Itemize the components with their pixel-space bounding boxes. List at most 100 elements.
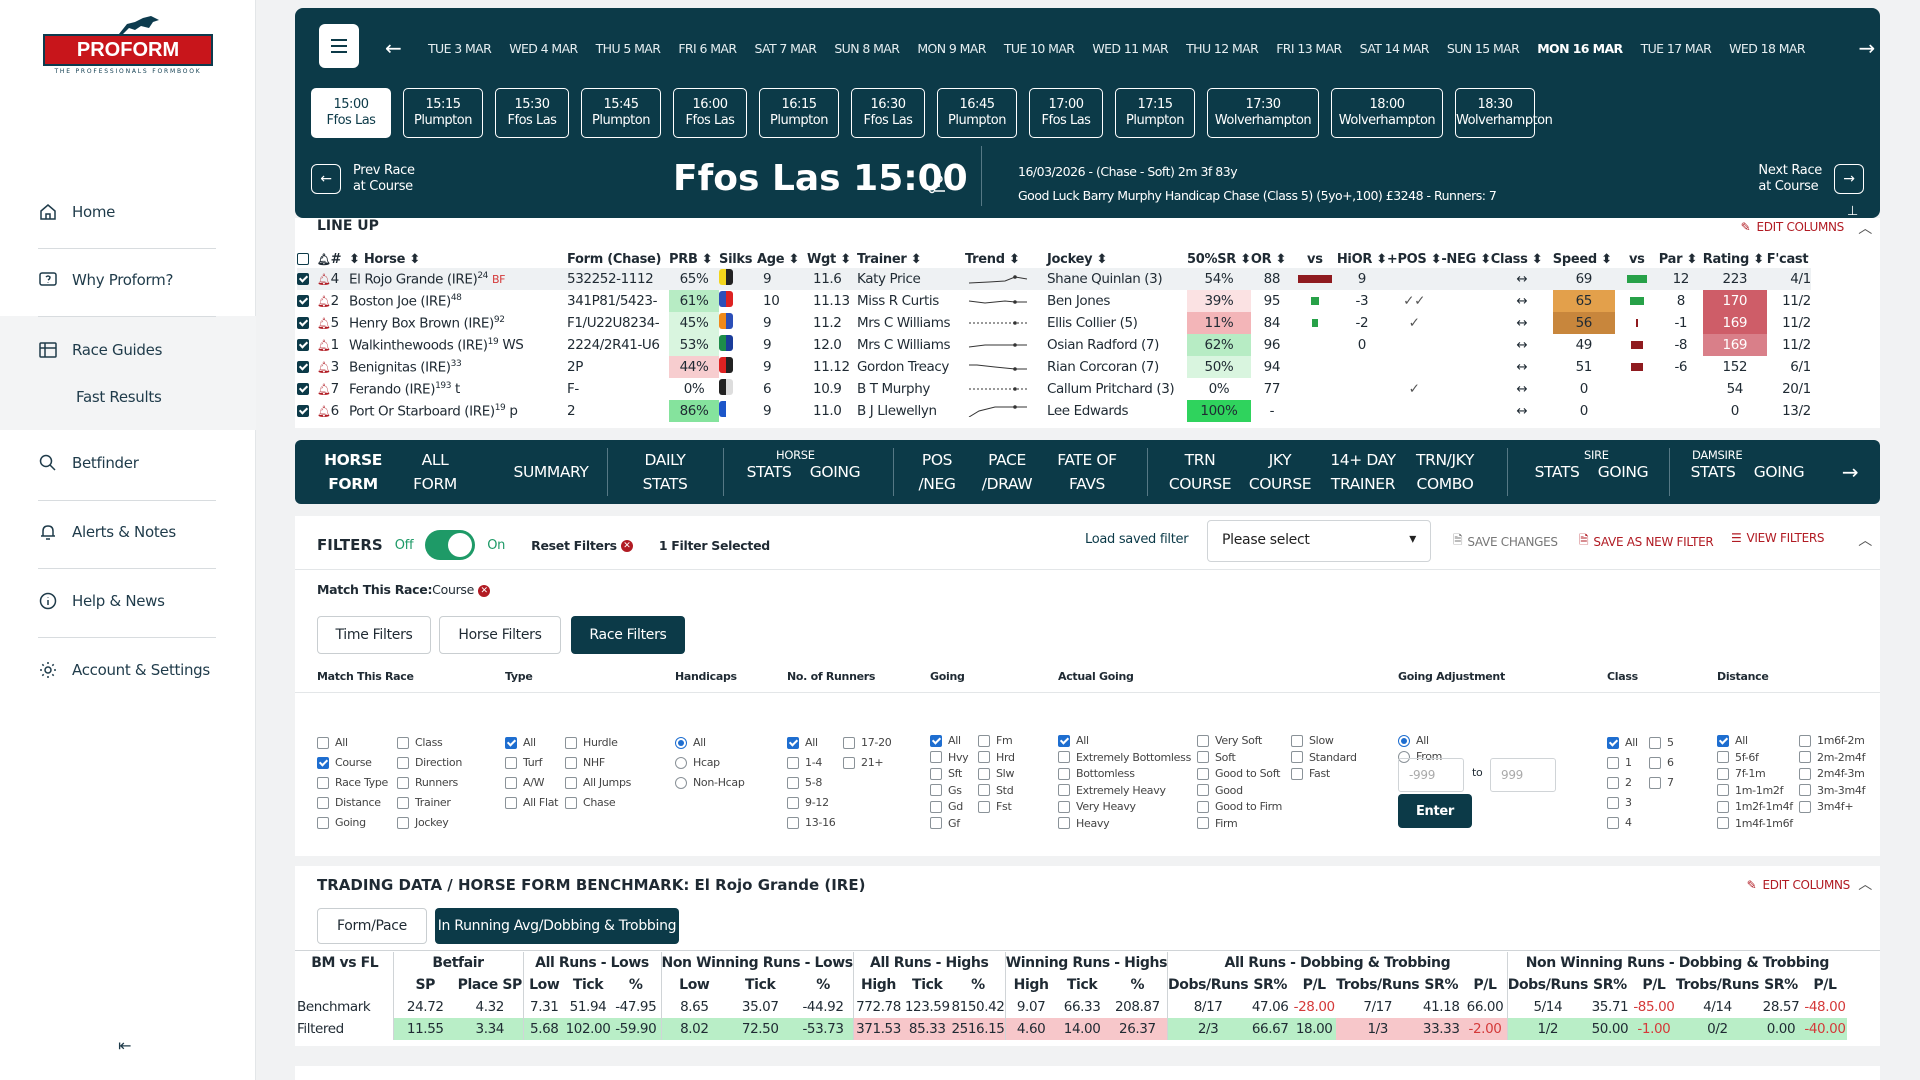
nav-item-why-proform[interactable]: Why Proform? [38, 270, 173, 290]
date-item[interactable]: THU 5 MAR [595, 40, 661, 56]
tab-14-day-trainer[interactable]: 14+ DAY TRAINER [1330, 451, 1396, 493]
filter-option[interactable]: Class [397, 736, 443, 749]
trading-subheader[interactable]: Low [660, 974, 728, 996]
filter-option[interactable]: 1 [1607, 756, 1632, 769]
date-item[interactable]: FRI 6 MAR [678, 40, 737, 56]
checkbox[interactable] [1799, 767, 1811, 780]
trading-subheader[interactable]: SR% [1764, 977, 1798, 993]
alert-bell-icon[interactable]: 🔔︎ [317, 317, 331, 330]
col-trend[interactable]: Trend ⬍ [965, 251, 1020, 267]
checkbox[interactable] [930, 784, 942, 796]
filters-toggle[interactable] [425, 530, 476, 560]
filter-option[interactable]: All [787, 736, 818, 749]
alert-bell-icon[interactable]: 🔔︎ [317, 383, 331, 396]
filter-option[interactable]: Good to Soft [1197, 767, 1280, 780]
filter-option[interactable]: Good to Firm [1197, 800, 1282, 813]
checkbox[interactable] [1607, 796, 1619, 809]
row-checkbox[interactable] [297, 405, 309, 417]
checkbox[interactable] [1799, 751, 1811, 763]
filter-option[interactable]: Slow [1291, 734, 1334, 747]
filter-option[interactable]: Bottomless [1058, 767, 1135, 780]
filter-option[interactable]: Fst [978, 800, 1012, 813]
trading-subheader[interactable]: Place SP [457, 977, 523, 993]
col-par[interactable]: Par ⬍ [1658, 251, 1698, 267]
tab-damsire-going[interactable]: GOING [1753, 463, 1805, 481]
checkbox[interactable] [1607, 756, 1619, 769]
checkbox[interactable] [317, 736, 329, 749]
checkbox[interactable] [1197, 734, 1209, 747]
tabs-next-arrow-icon[interactable]: → [1841, 460, 1859, 484]
tab-trn-jky-combo[interactable]: TRN/JKY COMBO [1416, 451, 1474, 493]
checkbox[interactable] [1717, 784, 1729, 796]
trading-subheader[interactable]: Tick [745, 977, 776, 993]
checkbox[interactable] [1717, 800, 1729, 813]
nav-item-account-settings[interactable]: Account & Settings [38, 660, 210, 680]
filter-option[interactable]: From [1398, 750, 1442, 763]
filter-option[interactable]: Sft [930, 767, 962, 780]
checkbox[interactable] [1058, 751, 1070, 763]
filter-option[interactable]: Fm [978, 734, 1013, 747]
date-item[interactable]: SAT 14 MAR [1359, 40, 1430, 56]
chevron-up-icon[interactable]: ︿ [1858, 877, 1872, 893]
going-from-input[interactable]: -999 [1398, 758, 1464, 792]
race-filters-button[interactable]: Race Filters [571, 616, 685, 654]
checkbox[interactable] [787, 736, 799, 749]
checkbox[interactable] [1607, 736, 1619, 749]
save-as-new-filter-button[interactable]: 🗎︎ SAVE AS NEW FILTER [1579, 531, 1714, 552]
checkbox[interactable] [397, 736, 409, 749]
race-tab[interactable]: 17:00 Ffos Las [1029, 88, 1103, 138]
col-speed[interactable]: Speed ⬍ [1552, 251, 1612, 267]
row-checkbox[interactable] [297, 295, 309, 307]
filter-option[interactable]: Hcap [675, 756, 720, 769]
horse-name[interactable]: Ferando (IRE) [349, 381, 436, 398]
checkbox[interactable] [843, 756, 855, 769]
filter-option[interactable]: 1m-1m2f [1717, 784, 1783, 797]
lineup-row[interactable]: 🔔︎7 Ferando (IRE)193 t F- 0% 6 10.9 B T Murphy C… [297, 378, 1811, 400]
trading-subheader[interactable]: % [628, 977, 643, 993]
nav-item-alerts-notes[interactable]: Alerts & Notes [38, 522, 176, 542]
filter-option[interactable]: All Flat [505, 796, 558, 809]
pin-icon[interactable]: ⊥ [1846, 204, 1858, 219]
checkbox[interactable] [317, 816, 329, 829]
edit-columns-button[interactable]: ✎ EDIT COLUMNS [1740, 220, 1845, 234]
next-race-at-course[interactable]: Next Race at Course → [1758, 163, 1864, 195]
checkbox[interactable] [787, 756, 799, 769]
edit-columns-button[interactable]: ✎ EDIT COLUMNS [1746, 878, 1851, 892]
col-prb[interactable]: PRB ⬍ [669, 251, 713, 267]
checkbox[interactable] [505, 796, 517, 809]
checkbox[interactable] [1649, 776, 1661, 789]
filter-option[interactable]: Very Heavy [1058, 800, 1136, 813]
filter-option[interactable]: All Jumps [565, 776, 631, 789]
tab-sire-stats[interactable]: STATS [1534, 463, 1580, 481]
race-tab[interactable]: 18:30 Wolverhampton [1455, 88, 1553, 138]
col-pos[interactable]: +POS ⬍ [1386, 251, 1442, 267]
checkbox[interactable] [1197, 784, 1209, 796]
horse-name[interactable]: Walkinthewoods (IRE) [349, 337, 488, 354]
tab-daily-stats[interactable]: DAILY STATS [642, 451, 688, 493]
filter-option[interactable]: Runners [397, 776, 458, 789]
checkbox[interactable] [1717, 751, 1729, 763]
trading-subheader[interactable]: Trobs/Runs [1336, 977, 1420, 993]
filter-option[interactable]: Non-Hcap [675, 776, 745, 789]
col-class[interactable]: Class ⬍ [1490, 251, 1543, 267]
chevron-up-icon[interactable]: ︿ [1858, 533, 1872, 549]
race-tab[interactable]: 15:30 Ffos Las [495, 88, 569, 138]
date-item[interactable]: TUE 10 MAR [1003, 40, 1075, 56]
filter-option[interactable]: Trainer [397, 796, 451, 809]
alert-bell-icon[interactable]: 🔔︎ [317, 361, 331, 374]
filter-option[interactable]: 6 [1649, 756, 1674, 769]
filter-option[interactable]: Extremely Heavy [1058, 784, 1166, 797]
date-item[interactable]: WED 4 MAR [509, 40, 578, 56]
checkbox[interactable] [1058, 767, 1070, 780]
filter-option[interactable]: 7f-1m [1717, 767, 1766, 780]
filter-option[interactable]: 13-16 [787, 816, 836, 829]
horse-name[interactable]: Boston Joe (IRE) [349, 293, 451, 310]
date-item[interactable]: FRI 13 MAR [1276, 40, 1342, 56]
col-sr[interactable]: 50%SR ⬍ [1187, 251, 1251, 267]
trading-subheader[interactable]: SR% [1424, 977, 1459, 993]
horse-filters-button[interactable]: Horse Filters [439, 616, 561, 654]
tab-damsire-stats[interactable]: STATS [1690, 463, 1736, 481]
col-wgt[interactable]: Wgt ⬍ [807, 251, 851, 267]
trading-subheader[interactable]: % [971, 977, 985, 993]
checkbox[interactable] [1058, 800, 1070, 813]
